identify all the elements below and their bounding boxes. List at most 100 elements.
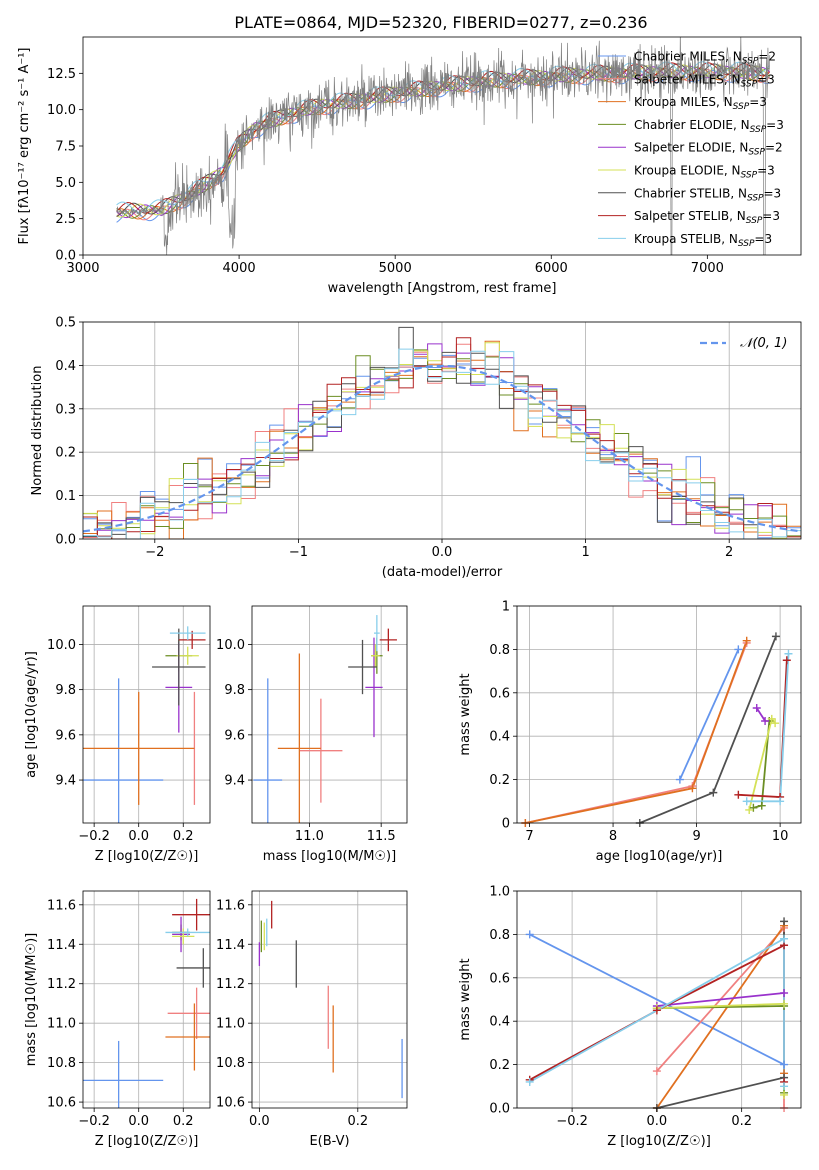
legend-entry: 𝒩(0, 1): [740, 336, 787, 351]
plot-content: [83, 898, 210, 1108]
weight-line-salpeter-elodie: [656, 992, 785, 1007]
y-tick-label: 7.5: [55, 140, 76, 155]
y-tick-label: 9.6: [224, 728, 245, 743]
plot-frame: [82, 890, 211, 1109]
y-tick-label: 0.8: [489, 643, 510, 658]
histogram-chabrier-stelib: [83, 326, 801, 539]
y-tick-label: 10.8: [216, 1056, 245, 1071]
y-tick-label: 10.0: [47, 638, 76, 653]
x-axis-label: Z [log10(Z/Z☉)]: [607, 1134, 711, 1149]
x-tick-label: 0.2: [347, 1114, 368, 1129]
weight-marker-salpeter-miles: [652, 1067, 661, 1076]
figure-title: PLATE=0864, MJD=52320, FIBERID=0277, z=0…: [234, 13, 647, 32]
panel-massweight_vs_Z: −0.2 0.0 0.2 0.0 0.2 0.4 0.6 0.8 1.0 Z [log10(Z/Z…: [458, 885, 802, 1149]
legend-entry: Salpeter STELIB, NSSP=3: [634, 209, 780, 226]
weight-marker-chabrier-miles: [734, 645, 743, 654]
y-axis-label: Normed distribution: [30, 366, 45, 496]
panel-age_vs_Z: −0.2 0.0 0.2 9.4 9.6 9.8 10.0 Z [log10(Z/Z☉)] ag…: [24, 605, 211, 864]
data-spectrum-line: [116, 37, 771, 255]
legend-entry: Chabrier ELODIE, NSSP=3: [634, 118, 784, 135]
y-tick-label: 0.6: [489, 686, 510, 701]
y-tick-label: 11.6: [47, 898, 76, 913]
y-tick-label: 10.0: [216, 638, 245, 653]
panel-residuals: 𝒩(0, 1) −2 −1 0.0 1 2 0.0 0.1 0.2 0.3 0.4 0.5 (data-…: [30, 316, 802, 580]
weight-marker-salpeter-stelib: [782, 656, 791, 665]
x-tick-label: 5000: [379, 261, 412, 276]
weight-marker-kroupa-miles: [688, 784, 697, 793]
weight-marker-kroupa-stelib: [780, 1082, 789, 1091]
y-tick-label: 0.4: [489, 730, 510, 745]
y-tick-label: 10.8: [47, 1056, 76, 1071]
x-tick-label: 0.2: [731, 1114, 752, 1129]
plot-background: [83, 606, 210, 823]
x-axis-label: Z [log10(Z/Z☉)]: [95, 1134, 199, 1149]
weight-marker-kroupa-miles: [742, 636, 751, 645]
plot-content: [258, 900, 403, 1099]
y-tick-label: 2.5: [55, 212, 76, 227]
weight-marker-kroupa-elodie: [767, 714, 776, 723]
y-tick-label: 10.6: [47, 1096, 76, 1111]
panel-massweight_vs_age: 7 8 9 10 0 0.2 0.4 0.6 0.8 1 age [log10(age/yr)] ma…: [458, 600, 802, 864]
x-tick-label: −0.2: [556, 1114, 588, 1129]
weight-marker-kroupa-elodie: [771, 719, 780, 728]
weight-marker-kroupa-stelib: [742, 797, 751, 806]
x-tick-label: 0.0: [128, 1114, 149, 1129]
plot-background: [252, 606, 407, 823]
weight-marker-kroupa-elodie: [780, 999, 789, 1008]
y-tick-label: 9.4: [224, 774, 245, 789]
y-tick-label: 9.8: [55, 683, 76, 698]
weight-line-chabrier-miles: [679, 649, 740, 780]
y-tick-label: 12.5: [47, 67, 76, 82]
plot-background: [252, 891, 407, 1108]
y-tick-label: 0.8: [489, 928, 510, 943]
y-tick-label: 0.6: [489, 971, 510, 986]
y-tick-label: 11.0: [216, 1017, 245, 1032]
y-tick-label: 9.6: [55, 728, 76, 743]
weight-marker-chabrier-miles: [675, 775, 684, 784]
x-tick-label: 9: [692, 829, 700, 844]
y-axis-label: mass weight: [458, 673, 473, 755]
y-tick-label: 11.4: [216, 938, 245, 953]
weight-marker-kroupa-elodie: [780, 1090, 789, 1099]
y-tick-label: 9.8: [224, 683, 245, 698]
weight-line-salpeter-elodie: [755, 707, 766, 722]
y-axis-label: mass weight: [458, 958, 473, 1040]
y-tick-label: 0.0: [55, 249, 76, 264]
weight-marker-kroupa-stelib: [525, 1077, 534, 1086]
y-tick-label: 9.4: [55, 774, 76, 789]
weight-marker-kroupa-stelib: [780, 934, 789, 943]
plot-background: [83, 37, 801, 255]
y-axis-label: Flux [fλ10⁻¹⁷ erg cm⁻² s⁻¹ A⁻¹]: [17, 48, 32, 245]
y-tick-label: 5.0: [55, 176, 76, 191]
plot-content: [83, 626, 206, 823]
plot-frame: [251, 605, 408, 824]
x-tick-label: 7: [525, 829, 533, 844]
weight-marker-kroupa-stelib: [784, 649, 793, 658]
x-tick-label: 0.0: [432, 545, 453, 560]
legend-entry: Kroupa MILES, NSSP=3: [634, 95, 767, 112]
weight-marker-kroupa-stelib: [776, 797, 785, 806]
x-axis-label: Z [log10(Z/Z☉)]: [95, 849, 199, 864]
y-tick-label: 0.4: [489, 1015, 510, 1030]
y-tick-label: 0.0: [55, 533, 76, 548]
legend-entry: Chabrier STELIB, NSSP=3: [634, 186, 781, 203]
y-tick-label: 0.2: [55, 446, 76, 461]
x-axis-label: age [log10(age/yr)]: [596, 849, 723, 864]
weight-marker-chabrier-elodie: [749, 803, 758, 812]
x-tick-label: 0.0: [647, 1114, 668, 1129]
x-tick-label: 4000: [223, 261, 256, 276]
weight-marker-chabrier-stelib: [771, 632, 780, 641]
x-tick-label: 0.2: [173, 1114, 194, 1129]
plot-frame: [516, 890, 802, 1109]
panel-age_vs_mass: 11.0 11.5 9.4 9.6 9.8 10.0 mass [log10(M/M☉)]: [216, 605, 408, 864]
plot-background: [517, 606, 801, 823]
legend-entry: Chabrier MILES, NSSP=2: [634, 50, 776, 67]
y-tick-label: 1: [502, 600, 510, 615]
x-tick-label: 11.0: [295, 829, 324, 844]
y-tick-label: 0.5: [55, 316, 76, 331]
weight-marker-salpeter-stelib: [652, 1006, 661, 1015]
weight-marker-salpeter-stelib: [734, 790, 743, 799]
y-tick-label: 10.6: [216, 1096, 245, 1111]
plot-frame: [516, 605, 802, 824]
legend: Chabrier MILES, NSSP=2 Salpeter MILES, NS…: [598, 50, 784, 249]
